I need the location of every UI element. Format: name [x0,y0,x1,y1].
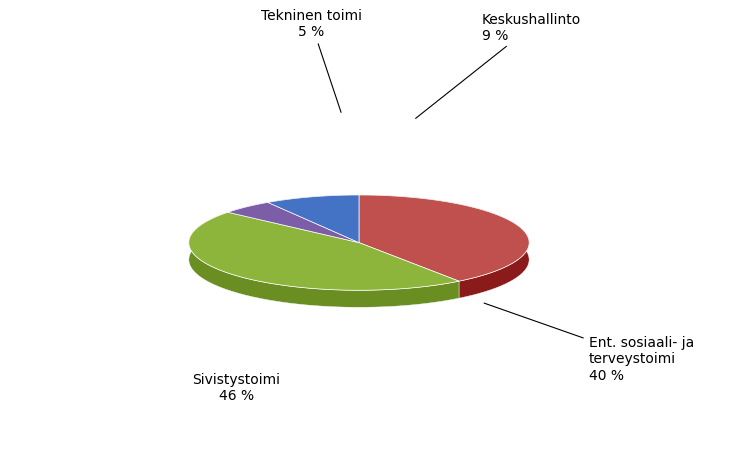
Text: Keskushallinto
9 %: Keskushallinto 9 % [416,13,581,119]
Text: Sivistystoimi
46 %: Sivistystoimi 46 % [193,373,280,402]
Polygon shape [268,196,359,243]
Polygon shape [268,196,359,220]
Text: Tekninen toimi
5 %: Tekninen toimi 5 % [261,9,362,113]
Polygon shape [189,213,459,308]
Text: Ent. sosiaali- ja
terveystoimi
40 %: Ent. sosiaali- ja terveystoimi 40 % [484,304,694,382]
Polygon shape [228,203,359,243]
Polygon shape [359,196,529,299]
Polygon shape [189,213,459,290]
Polygon shape [359,196,529,281]
Polygon shape [228,203,268,230]
